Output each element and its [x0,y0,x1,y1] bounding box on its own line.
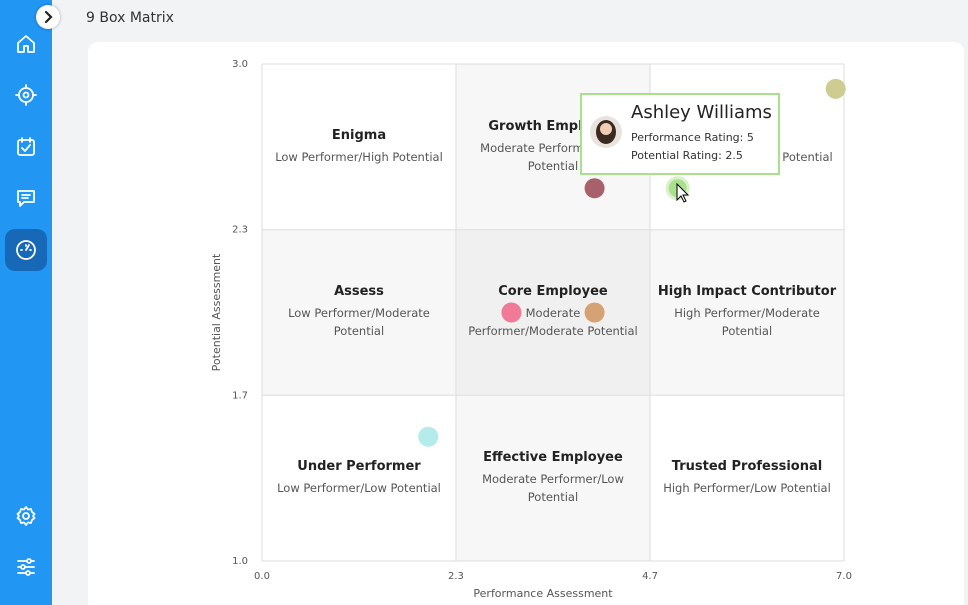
avatar-face [600,123,612,135]
cell-background [650,395,844,561]
cell-text: Under Performer Low Performer/Low Potenti… [262,395,456,561]
cell-title: Trusted Professional [671,459,823,475]
tooltip-name: Ashley Williams [631,102,772,123]
dashboard-icon[interactable] [14,238,38,262]
cell-text: Trusted Professional High Performer/Low P… [650,395,844,561]
home-icon[interactable] [14,32,38,56]
cell-text: Enigma Low Performer/High Potential [262,64,456,230]
cell-background [650,229,844,396]
point[interactable] [418,426,439,447]
cell-box: Effective Employee Moderate Performer/Low… [456,395,650,561]
cell-box: Under Performer Low Performer/Low Potenti… [262,395,456,561]
x-tick-label: 4.7 [642,571,658,582]
goals-icon[interactable] [14,83,38,107]
x-tick-label: 0.0 [254,571,270,582]
tasks-icon[interactable] [14,135,38,159]
cell-title: Core Employee [498,284,608,300]
cell-background [455,395,651,561]
cell-text: High Impact Contributor High Performer/Mo… [650,230,844,396]
cell-background [262,229,456,396]
cell-subtitle: Low Performer/Moderate Potential [288,306,430,339]
cell-text: Assess Low Performer/Moderate Potential [262,230,456,396]
cell-subtitle: High Performer/Moderate Potential [674,306,820,339]
x-tick-label: 7.0 [836,571,852,582]
page-title: 9 Box Matrix [86,10,174,26]
chevron-icon [44,10,53,24]
y-tick-label: 1.7 [232,390,248,401]
cell-subtitle: Moderate Performer/Moderate Potential [468,306,638,339]
cell-title: Under Performer [297,459,421,475]
cell-box: Enigma Low Performer/High Potential [262,64,456,230]
filters-icon[interactable] [14,555,38,579]
settings-icon[interactable] [14,504,38,528]
cell-background [262,64,456,230]
tooltip-line: Performance Rating: 5 [631,131,754,144]
cell-background [455,229,651,396]
x-tick-label: 2.3 [448,571,464,582]
feedback-icon[interactable] [14,186,38,210]
tooltip-line: Potential Rating: 2.5 [631,149,743,162]
cell-text: Core Employee Moderate Performer/Moderate… [456,230,650,396]
cell-box: Core Employee Moderate Performer/Moderate… [456,230,650,396]
cursor [676,182,690,203]
cell-title: High Impact Contributor [657,284,837,300]
y-tick-label: 3.0 [232,59,248,70]
point[interactable] [584,178,605,199]
cell-title: Assess [334,284,384,300]
point[interactable] [825,78,846,99]
cell-box: Assess Low Performer/Moderate Potential [262,230,456,396]
cell-subtitle: High Performer/Low Potential [663,481,831,496]
sidebar [0,0,52,605]
cell-title: Enigma [331,127,387,143]
cell-title: Effective Employee [483,450,623,466]
cell-subtitle: Low Performer/High Potential [275,149,443,164]
sidebar-toggle[interactable] [36,5,60,29]
point[interactable] [584,302,605,323]
cell-background [262,395,456,561]
cell-box: Trusted Professional High Performer/Low P… [650,395,844,561]
cell-subtitle: Low Performer/Low Potential [277,481,441,496]
cell-box: High Impact Contributor High Performer/Mo… [650,230,844,396]
point[interactable] [501,302,522,323]
y-axis-label: Potential Assessment [210,253,223,371]
y-tick-label: 2.3 [232,225,248,236]
cell-text: Effective Employee Moderate Performer/Low… [456,395,650,561]
cell-subtitle: Moderate Performer/Low Potential [482,472,624,505]
y-tick-label: 1.0 [232,556,248,567]
x-axis-label: Performance Assessment [473,587,613,600]
